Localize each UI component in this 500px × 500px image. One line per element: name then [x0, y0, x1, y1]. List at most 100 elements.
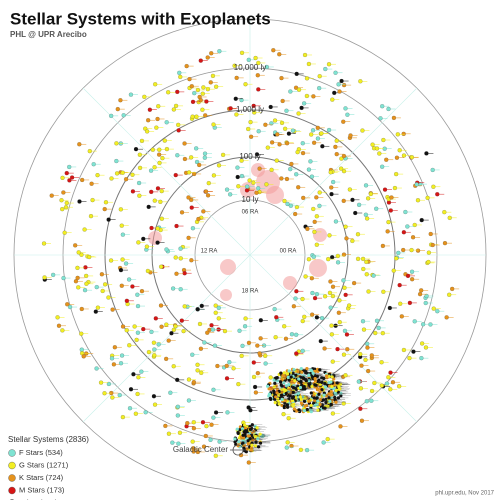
star	[73, 243, 78, 248]
star	[333, 395, 337, 400]
star	[196, 216, 201, 222]
star	[330, 359, 335, 364]
star	[255, 343, 260, 348]
star	[364, 399, 369, 404]
star	[224, 187, 230, 192]
star	[189, 197, 194, 203]
star	[272, 389, 276, 393]
star	[241, 438, 245, 442]
star	[75, 265, 80, 270]
star	[148, 168, 154, 173]
star	[307, 373, 311, 377]
star	[241, 433, 245, 437]
star	[314, 242, 319, 247]
star	[311, 254, 316, 259]
subtitle: PHL @ UPR Arecibo	[10, 30, 87, 39]
star	[263, 122, 268, 127]
star	[339, 166, 344, 171]
star	[151, 394, 157, 399]
star	[379, 360, 384, 365]
star	[191, 420, 196, 425]
star	[328, 305, 333, 310]
star	[76, 285, 81, 290]
star	[305, 226, 310, 231]
star	[103, 282, 108, 287]
star	[79, 306, 84, 312]
star	[258, 336, 263, 341]
star	[344, 332, 350, 337]
star	[130, 284, 135, 289]
star	[285, 440, 290, 445]
star	[286, 131, 292, 136]
star	[179, 318, 184, 323]
star	[317, 74, 322, 79]
star	[283, 126, 288, 131]
star	[268, 375, 273, 380]
star	[197, 321, 203, 327]
star	[124, 298, 129, 303]
star	[233, 437, 237, 441]
ring-label: 10,000 ly	[234, 63, 266, 72]
star	[137, 193, 142, 198]
star	[410, 235, 416, 240]
star	[380, 243, 385, 249]
star	[294, 71, 299, 76]
star	[287, 378, 291, 382]
star	[365, 216, 370, 221]
star	[118, 268, 124, 273]
star	[93, 309, 98, 314]
star	[369, 353, 374, 358]
star	[310, 312, 315, 317]
star	[285, 141, 290, 146]
star	[447, 215, 452, 220]
ra-label: 06 RA	[242, 210, 259, 216]
star	[234, 75, 239, 80]
star	[237, 440, 241, 444]
star	[384, 157, 389, 162]
star	[134, 337, 139, 342]
star	[279, 120, 285, 125]
star	[109, 113, 114, 118]
star	[255, 426, 259, 430]
star	[288, 167, 293, 172]
star	[297, 408, 301, 412]
star	[278, 380, 283, 384]
star	[253, 444, 258, 448]
star	[447, 292, 452, 297]
star	[374, 146, 380, 151]
star	[317, 190, 322, 195]
star	[356, 379, 361, 384]
star	[84, 281, 89, 286]
star	[60, 175, 65, 180]
star	[166, 431, 172, 436]
star	[59, 198, 64, 203]
star	[42, 275, 47, 280]
star	[314, 315, 319, 320]
star	[191, 449, 196, 454]
star	[282, 371, 286, 375]
star	[355, 232, 361, 237]
star	[334, 138, 339, 143]
star	[295, 150, 300, 155]
star	[312, 219, 317, 224]
star	[155, 226, 160, 231]
star	[114, 171, 120, 176]
star	[168, 390, 173, 395]
star	[132, 324, 137, 329]
star	[342, 82, 347, 88]
ring-label: 1,000 ly	[236, 105, 264, 114]
star	[330, 97, 335, 102]
star	[106, 295, 111, 300]
star	[127, 343, 132, 348]
star	[145, 268, 151, 274]
star	[159, 324, 164, 329]
star	[233, 96, 238, 101]
star	[335, 381, 339, 385]
star	[61, 275, 66, 281]
star	[304, 93, 309, 99]
star	[309, 132, 314, 137]
star	[282, 404, 286, 408]
star	[124, 328, 129, 333]
star	[82, 227, 87, 232]
star	[303, 274, 308, 279]
